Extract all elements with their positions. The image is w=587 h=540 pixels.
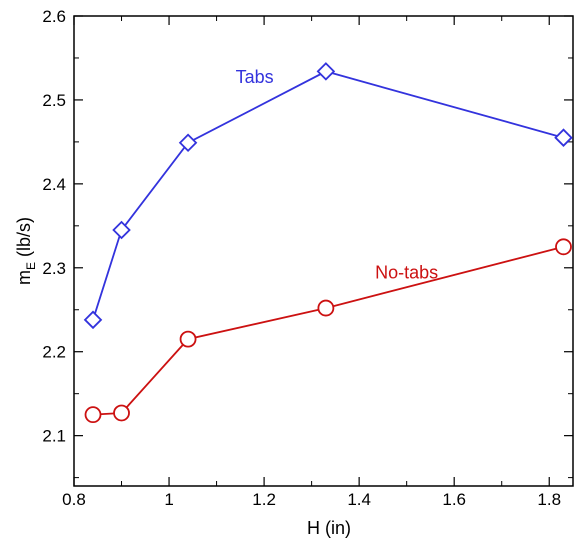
y-tick-label: 2.3 xyxy=(42,259,66,278)
series-label-tabs: Tabs xyxy=(236,67,274,87)
plot-frame xyxy=(73,15,574,487)
series-line-no-tabs xyxy=(92,245,564,416)
y-tick-label: 2.2 xyxy=(42,343,66,362)
x-tick-label: 1.4 xyxy=(347,490,371,509)
x-tick-label: 1.6 xyxy=(442,490,466,509)
series-no-tabs: No-tabs xyxy=(84,238,572,424)
y-tick-label: 2.5 xyxy=(42,91,66,110)
axes xyxy=(73,15,574,487)
y-tick-label: 2.1 xyxy=(42,427,66,446)
y-tick-label: 2.6 xyxy=(42,7,66,26)
series: Tabs No-tabs xyxy=(83,62,573,424)
ticks: 0.8 1 1.2 1.4 1.6 1.8 2.1 2.2 2.3 2.4 2.5 2.6 xyxy=(42,7,573,509)
series-tabs: Tabs xyxy=(83,62,573,330)
data-point-no-tabs xyxy=(317,299,335,317)
series-line-tabs xyxy=(92,70,564,321)
data-point-tabs xyxy=(316,62,336,81)
y-tick-label: 2.4 xyxy=(42,175,66,194)
y-axis-title-sub: E xyxy=(24,262,38,270)
data-point-no-tabs xyxy=(113,404,130,422)
data-point-tabs xyxy=(112,220,131,240)
data-point-no-tabs xyxy=(179,330,197,348)
data-point-tabs xyxy=(83,310,103,330)
series-label-no-tabs: No-tabs xyxy=(375,263,438,283)
data-point-no-tabs xyxy=(84,406,102,424)
data-point-no-tabs xyxy=(555,238,572,256)
y-axis-title-main: m xyxy=(14,270,34,285)
x-axis-title: H (in) xyxy=(307,518,351,538)
data-point-tabs xyxy=(554,128,573,147)
data-point-tabs xyxy=(178,133,198,153)
y-axis-title-unit: (lb/s) xyxy=(14,217,34,262)
y-axis-title: mE (lb/s) xyxy=(14,217,38,285)
x-tick-label: 0.8 xyxy=(62,490,86,509)
x-tick-label: 1 xyxy=(164,490,173,509)
x-tick-label: 1.8 xyxy=(537,490,561,509)
x-tick-label: 1.2 xyxy=(252,490,276,509)
